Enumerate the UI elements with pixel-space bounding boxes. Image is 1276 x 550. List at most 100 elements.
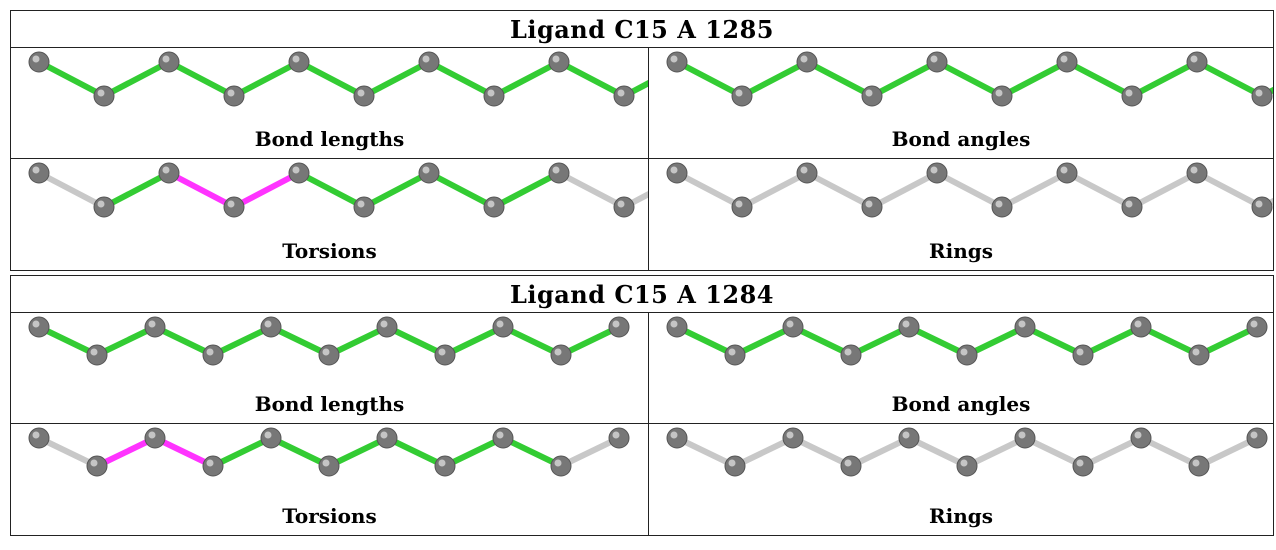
cell-label: Torsions bbox=[282, 239, 377, 263]
bond-ok bbox=[491, 170, 562, 210]
molecule-chain-diagram bbox=[28, 427, 630, 477]
atom bbox=[483, 85, 505, 107]
atom bbox=[550, 344, 572, 366]
atom bbox=[1246, 427, 1268, 449]
atom bbox=[724, 344, 746, 366]
atom bbox=[418, 162, 440, 184]
bond-outlier bbox=[152, 435, 216, 469]
bond-ok bbox=[384, 324, 448, 358]
atom bbox=[926, 162, 948, 184]
bond-ok bbox=[101, 59, 172, 99]
bond-ok bbox=[152, 324, 216, 358]
atom bbox=[93, 196, 115, 218]
atom bbox=[492, 427, 514, 449]
atom bbox=[608, 427, 630, 449]
bond-outlier bbox=[94, 435, 158, 469]
atom bbox=[666, 162, 688, 184]
bond-na bbox=[1022, 435, 1086, 469]
bond-ok bbox=[500, 435, 564, 469]
bond-na bbox=[869, 170, 940, 210]
atom bbox=[608, 316, 630, 338]
bond-na bbox=[1064, 170, 1135, 210]
atom bbox=[1130, 316, 1152, 338]
atom bbox=[1072, 344, 1094, 366]
atom bbox=[1186, 51, 1208, 73]
atom bbox=[613, 196, 635, 218]
atom bbox=[1121, 85, 1143, 107]
atom bbox=[1188, 344, 1210, 366]
atom bbox=[202, 344, 224, 366]
bond-ok bbox=[1129, 59, 1200, 99]
bond-ok bbox=[732, 324, 796, 358]
atom bbox=[898, 427, 920, 449]
bond-lengths-cell: Bond lengths bbox=[11, 313, 649, 424]
atom bbox=[260, 427, 282, 449]
bond-ok bbox=[500, 324, 564, 358]
atom bbox=[1130, 427, 1152, 449]
bond-na bbox=[1138, 435, 1202, 469]
atom bbox=[144, 316, 166, 338]
bond-ok bbox=[739, 59, 810, 99]
molecule-chain-diagram bbox=[28, 316, 630, 366]
bond-ok bbox=[1196, 324, 1260, 358]
atom bbox=[1014, 427, 1036, 449]
atom bbox=[991, 85, 1013, 107]
atom bbox=[956, 344, 978, 366]
atom bbox=[28, 162, 50, 184]
bond-na bbox=[790, 435, 854, 469]
atom bbox=[1056, 51, 1078, 73]
atom bbox=[376, 316, 398, 338]
atom bbox=[86, 455, 108, 477]
bond-na bbox=[674, 170, 745, 210]
atom bbox=[202, 455, 224, 477]
atom bbox=[731, 85, 753, 107]
bond-ok bbox=[999, 59, 1070, 99]
torsions-cell: Torsions bbox=[11, 424, 649, 535]
bond-na bbox=[36, 170, 107, 210]
atom bbox=[483, 196, 505, 218]
atom bbox=[1056, 162, 1078, 184]
atom bbox=[144, 427, 166, 449]
bond-ok bbox=[1138, 324, 1202, 358]
bond-na bbox=[999, 170, 1070, 210]
cell-label: Rings bbox=[928, 504, 993, 528]
bond-ok bbox=[790, 324, 854, 358]
atom bbox=[1186, 162, 1208, 184]
atom bbox=[418, 51, 440, 73]
torsions-cell: Torsions bbox=[11, 159, 649, 270]
bond-ok bbox=[326, 435, 390, 469]
atom bbox=[353, 196, 375, 218]
atom bbox=[28, 427, 50, 449]
atom bbox=[1014, 316, 1036, 338]
atom bbox=[353, 85, 375, 107]
bond-ok bbox=[906, 324, 970, 358]
atom bbox=[318, 344, 340, 366]
atom bbox=[86, 344, 108, 366]
bond-ok bbox=[268, 324, 332, 358]
bond-ok bbox=[1064, 59, 1135, 99]
bond-ok bbox=[210, 435, 274, 469]
atom bbox=[926, 51, 948, 73]
bond-ok bbox=[442, 324, 506, 358]
bond-na bbox=[1259, 197, 1273, 210]
atom bbox=[782, 427, 804, 449]
bond-ok bbox=[426, 170, 497, 210]
bond-outlier bbox=[231, 170, 302, 210]
cell-label: Bond angles bbox=[891, 392, 1031, 416]
atom bbox=[666, 316, 688, 338]
bond-na bbox=[1080, 435, 1144, 469]
bond-ok bbox=[36, 59, 107, 99]
bond-ok bbox=[426, 59, 497, 99]
atom bbox=[223, 196, 245, 218]
atom bbox=[376, 427, 398, 449]
bond-ok bbox=[361, 170, 432, 210]
atom bbox=[288, 162, 310, 184]
bond-ok bbox=[1080, 324, 1144, 358]
bond-ok bbox=[166, 59, 237, 99]
cell-label: Rings bbox=[928, 239, 993, 263]
atom bbox=[724, 455, 746, 477]
atom bbox=[550, 455, 572, 477]
bond-ok bbox=[231, 59, 302, 99]
atom bbox=[666, 51, 688, 73]
bond-na bbox=[964, 435, 1028, 469]
